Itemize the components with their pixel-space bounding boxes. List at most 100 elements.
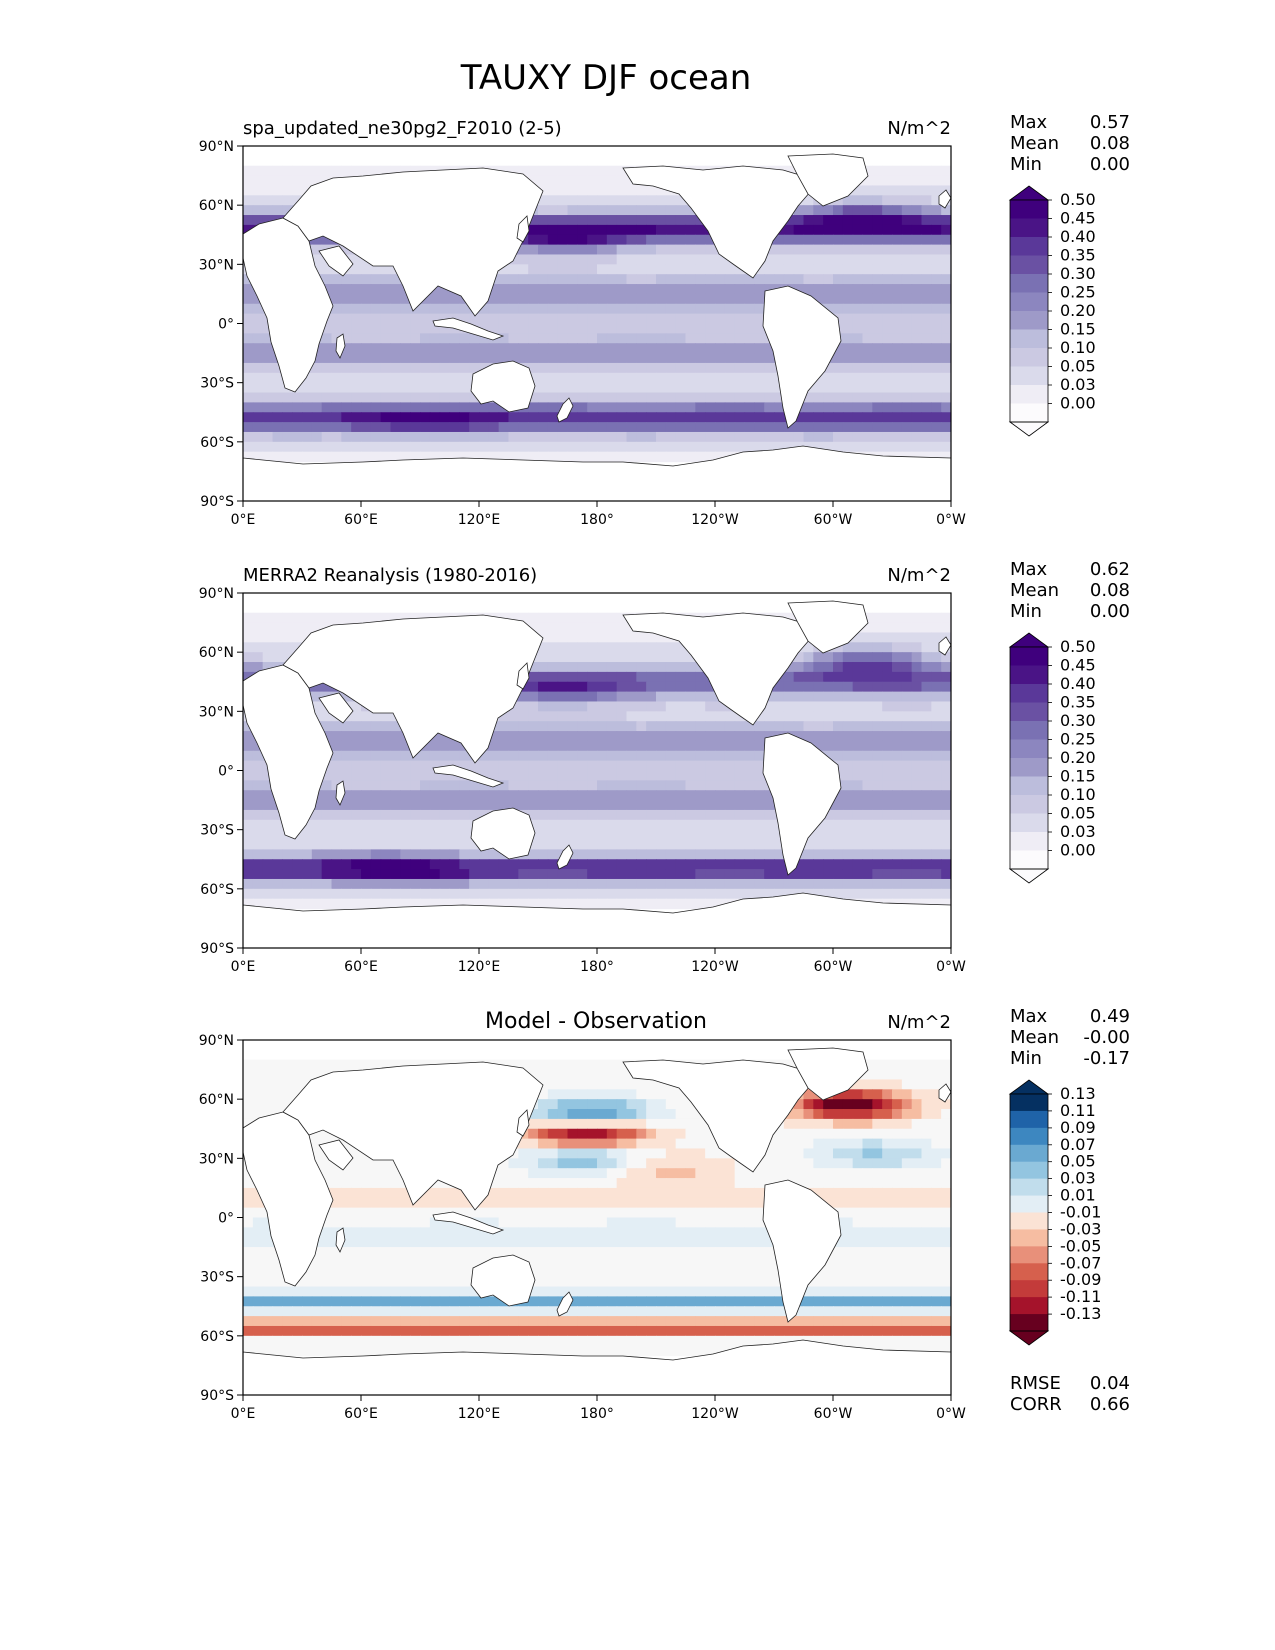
colorbar-tick-label: -0.07 <box>1060 1253 1101 1272</box>
stat-value: 0.00 <box>1090 601 1130 622</box>
lat-tick-label: 90°S <box>200 494 234 510</box>
colorbar-swatch <box>1010 1144 1048 1163</box>
colorbar-swatch <box>1010 385 1048 404</box>
lat-tick-label: 90°N <box>199 1033 234 1049</box>
colorbar-swatch <box>1010 813 1048 833</box>
colorbar-swatch <box>1010 329 1048 349</box>
lat-tick-label: 30°S <box>200 823 234 839</box>
lon-tick-label: 60°W <box>814 959 853 975</box>
stat-value: 0.08 <box>1090 133 1130 154</box>
colorbar-swatch <box>1010 348 1048 367</box>
colorbar-swatch <box>1010 702 1048 722</box>
colorbar-tick-label: 0.25 <box>1060 283 1096 302</box>
lon-tick-label: 120°W <box>691 959 739 975</box>
colorbar-tick-label: 0.03 <box>1060 822 1096 841</box>
colorbar: 0.500.450.400.350.300.250.200.150.100.05… <box>1008 185 1096 437</box>
colorbar-tick-label: 0.40 <box>1060 674 1096 693</box>
colorbar-tick-label: 0.45 <box>1060 209 1096 228</box>
colorbar-swatch <box>1010 1195 1048 1213</box>
stat-value: 0.08 <box>1090 580 1130 601</box>
stat-label: Min <box>1010 154 1042 175</box>
metric-value: 0.04 <box>1090 1373 1130 1394</box>
colorbar-tick-label: 0.07 <box>1060 1135 1096 1154</box>
colorbar-swatch <box>1010 739 1048 759</box>
colorbar-tick-label: 0.20 <box>1060 748 1096 767</box>
colorbar-tick-label: 0.30 <box>1060 264 1096 283</box>
lat-tick-label: 30°S <box>200 376 234 392</box>
lat-tick-label: 30°N <box>199 704 234 720</box>
colorbar-swatch <box>1010 292 1048 312</box>
colorbar-swatch <box>1010 1263 1048 1281</box>
lat-tick-label: 60°N <box>199 1092 234 1108</box>
lat-tick-label: 30°N <box>199 257 234 273</box>
lon-tick-label: 0°E <box>231 1406 256 1422</box>
lat-tick-label: 0° <box>218 764 234 780</box>
stat-value: 0.57 <box>1090 112 1130 133</box>
panel-units: N/m^2 <box>887 565 951 586</box>
stat-label: Mean <box>1010 1027 1059 1048</box>
colorbar-tick-label: 0.20 <box>1060 301 1096 320</box>
colorbar-tick-label: 0.05 <box>1060 357 1096 376</box>
colorbar-swatch <box>1010 1297 1048 1315</box>
colorbar-swatch <box>1010 832 1048 851</box>
colorbar-swatch <box>1010 1110 1048 1129</box>
lon-tick-label: 60°E <box>344 512 378 528</box>
panel-title: Model - Observation <box>485 1009 707 1034</box>
lat-tick-label: 30°S <box>200 1270 234 1286</box>
lon-tick-label: 120°E <box>458 1406 501 1422</box>
colorbar-tick-label: -0.01 <box>1060 1203 1101 1222</box>
colorbar-tick-label: -0.05 <box>1060 1236 1101 1255</box>
stat-label: Max <box>1010 559 1048 580</box>
map-field <box>243 146 951 501</box>
colorbar-tick-label: 0.00 <box>1060 394 1096 413</box>
colorbar-tick-label: 0.35 <box>1060 246 1096 265</box>
lon-tick-label: 0°W <box>936 1406 966 1422</box>
lon-tick-label: 60°E <box>344 959 378 975</box>
stat-label: Mean <box>1010 580 1059 601</box>
colorbar-tick-label: 0.10 <box>1060 338 1096 357</box>
lat-tick-label: 60°S <box>200 882 234 898</box>
lon-tick-label: 180° <box>580 959 614 975</box>
colorbar-swatch <box>1010 684 1048 703</box>
colorbar-swatch <box>1010 1246 1048 1264</box>
stat-value: 0.49 <box>1090 1006 1130 1027</box>
metric-label: CORR <box>1010 1394 1062 1415</box>
colorbar-swatch <box>1010 795 1048 814</box>
panel-units: N/m^2 <box>887 118 951 139</box>
colorbar-tick-label: 0.25 <box>1060 730 1096 749</box>
stat-label: Min <box>1010 601 1042 622</box>
lat-tick-label: 90°S <box>200 941 234 957</box>
colorbar-tick-label: 0.30 <box>1060 711 1096 730</box>
colorbar-swatch <box>1010 850 1048 870</box>
panel-title: MERRA2 Reanalysis (1980-2016) <box>243 565 537 586</box>
colorbar-tick-label: 0.10 <box>1060 785 1096 804</box>
stat-label: Min <box>1010 1048 1042 1069</box>
colorbar-swatch <box>1010 1094 1048 1112</box>
map-field <box>243 1040 951 1395</box>
panels: spa_updated_ne30pg2_F2010 (2-5) N/m^2 90°N… <box>199 112 1130 1422</box>
lat-tick-label: 0° <box>218 1211 234 1227</box>
stat-label: Max <box>1010 1006 1048 1027</box>
lon-tick-label: 180° <box>580 1406 614 1422</box>
panel-test: spa_updated_ne30pg2_F2010 (2-5) N/m^2 90°N… <box>199 112 1130 528</box>
colorbar: 0.500.450.400.350.300.250.200.150.100.05… <box>1008 632 1096 884</box>
lat-tick-label: 60°N <box>199 645 234 661</box>
colorbar-swatch <box>1010 665 1048 685</box>
colorbar: 0.130.110.090.070.050.030.01-0.01-0.03-0… <box>1008 1079 1101 1346</box>
colorbar-swatch <box>1010 255 1048 275</box>
colorbar-tick-label: 0.09 <box>1060 1118 1096 1137</box>
panel-units: N/m^2 <box>887 1012 951 1033</box>
stat-label: Max <box>1010 112 1048 133</box>
colorbar-tick-label: 0.45 <box>1060 656 1096 675</box>
lon-tick-label: 60°E <box>344 1406 378 1422</box>
colorbar-tick-label: 0.50 <box>1060 637 1096 656</box>
panel-reference: MERRA2 Reanalysis (1980-2016) N/m^2 90°N 60… <box>199 559 1130 975</box>
lon-tick-label: 120°W <box>691 512 739 528</box>
panel-title: spa_updated_ne30pg2_F2010 (2-5) <box>243 118 562 139</box>
colorbar-tick-label: 0.00 <box>1060 841 1096 860</box>
lon-tick-label: 120°E <box>458 512 501 528</box>
stat-label: Mean <box>1010 133 1059 154</box>
lon-tick-label: 60°W <box>814 512 853 528</box>
colorbar-swatch <box>1010 237 1048 256</box>
